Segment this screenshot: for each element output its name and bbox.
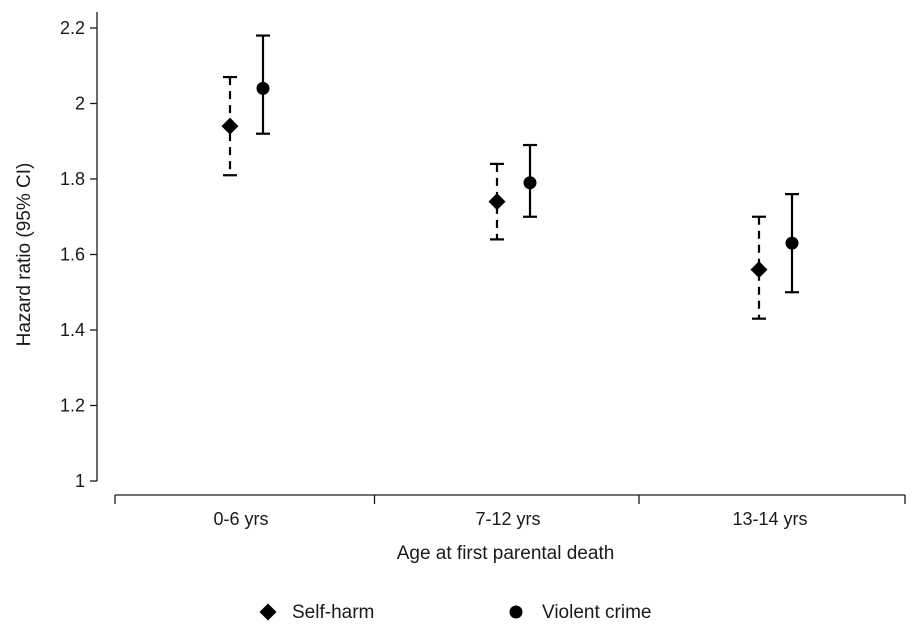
x-tick-label: 0-6 yrs (213, 509, 268, 529)
legend-item: Self-harm (259, 602, 374, 623)
data-point (785, 236, 799, 250)
legend-label: Violent crime (542, 602, 651, 623)
x-tick-label: 13-14 yrs (732, 509, 807, 529)
y-tick-label: 2.2 (60, 18, 85, 38)
y-axis: 1 1.2 1.4 1.6 1.8 2 2.2 (60, 12, 98, 491)
data-point (221, 117, 239, 135)
data-point (256, 81, 270, 95)
legend: Self-harm Violent crime (259, 602, 651, 623)
data-point (750, 261, 768, 279)
y-tick-label: 1 (75, 471, 85, 491)
y-tick-label: 1.2 (60, 396, 85, 416)
x-tick-label: 7-12 yrs (475, 509, 540, 529)
y-tick-label: 2 (75, 94, 85, 114)
data-point (523, 176, 537, 190)
y-tick-label: 1.4 (60, 320, 85, 340)
legend-marker (259, 603, 277, 621)
series-self-harm (221, 75, 768, 320)
legend-item: Violent crime (509, 602, 651, 623)
plot-area (221, 34, 799, 320)
series-violent-crime (256, 34, 799, 294)
x-axis-title: Age at first parental death (397, 543, 615, 564)
y-tick-label: 1.8 (60, 169, 85, 189)
data-point (488, 193, 506, 211)
legend-marker (509, 605, 523, 619)
legend-label: Self-harm (292, 602, 374, 623)
y-tick-label: 1.6 (60, 245, 85, 265)
y-axis-title: Hazard ratio (95% CI) (14, 163, 35, 347)
x-axis: 0-6 yrs 7-12 yrs 13-14 yrs (114, 494, 906, 529)
